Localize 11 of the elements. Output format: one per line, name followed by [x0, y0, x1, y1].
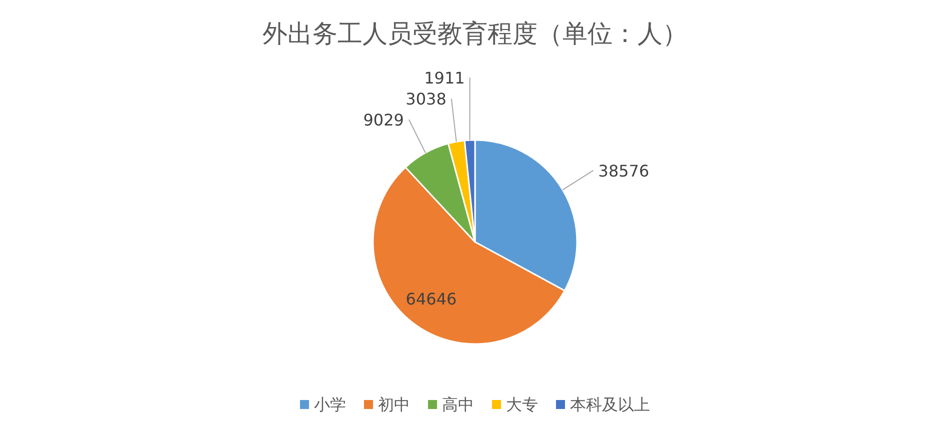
data-label: 9029	[363, 110, 404, 130]
data-label: 3038	[406, 90, 446, 109]
legend-label: 高中	[442, 395, 474, 414]
legend-label: 初中	[378, 395, 410, 414]
legend-label: 本科及以上	[570, 395, 650, 414]
data-label: 38576	[598, 161, 650, 180]
data-label: 64646	[406, 289, 457, 308]
data-label: 1911	[424, 68, 465, 88]
chart-title: 外出务工人员受教育程度（单位：人）	[262, 19, 688, 48]
legend-label: 小学	[314, 395, 346, 414]
legend-label: 大专	[506, 395, 538, 414]
